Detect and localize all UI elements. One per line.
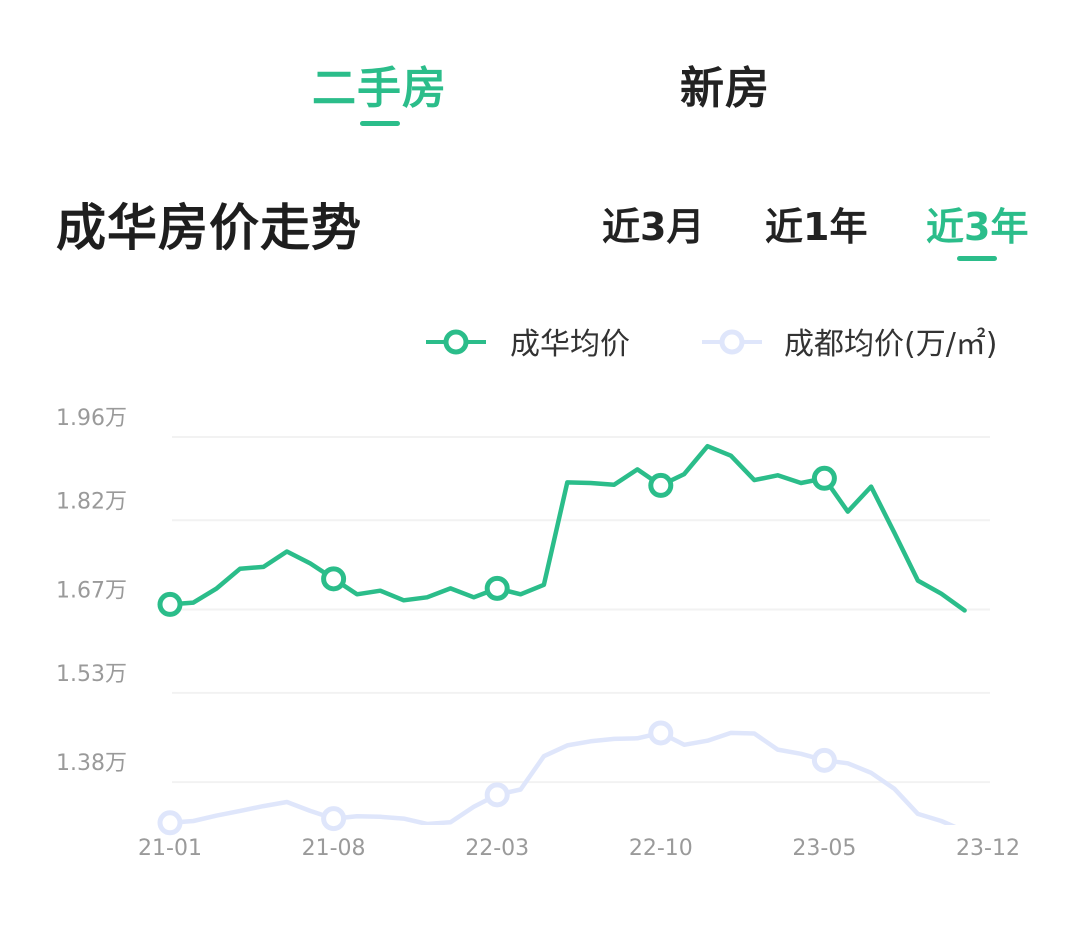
x-axis-ticks: 21-01 21-08 22-03 22-10 23-05 23-12 [138,836,1020,861]
range-tab-3-months[interactable]: 近3月 [602,196,704,251]
data-point-chengdu [157,810,183,836]
data-point-chenghua [484,575,510,601]
range-label: 近3年 [926,205,1029,249]
range-tab-3-years[interactable]: 近3年 [926,196,1029,261]
data-point-chengdu [811,747,837,773]
legend-marker-chenghua [443,329,469,355]
data-point-chenghua [321,566,347,592]
range-label: 近3月 [602,205,705,249]
tab-label: 新房 [680,63,770,114]
x-tick-label: 21-01 [138,836,202,861]
y-tick-label: 1.82万 [56,489,127,514]
legend-label-chenghua: 成华均价 [510,327,630,362]
x-tick-label: 23-12 [956,836,1020,861]
legend-item-chenghua[interactable]: 成华均价 [426,327,630,362]
range-label: 近1年 [765,205,868,249]
y-tick-label: 1.38万 [56,751,127,776]
active-range-indicator [957,256,998,261]
chart-series [157,443,967,836]
x-tick-label: 21-08 [302,836,366,861]
data-point-chenghua [648,472,674,498]
page-title: 成华房价走势 [56,199,362,257]
x-tick-label: 22-03 [465,836,529,861]
chart-grid [172,436,990,784]
range-tab-1-year[interactable]: 近1年 [765,196,867,251]
x-tick-label: 22-10 [629,836,693,861]
data-point-chenghua [811,465,837,491]
legend-marker-chengdu [719,329,745,355]
chart-legend: 成华均价 成都均价(万/㎡) [426,327,998,362]
y-tick-label: 1.53万 [56,662,127,687]
y-tick-label: 1.67万 [56,579,127,604]
x-tick-label: 23-05 [792,836,856,861]
legend-item-chengdu[interactable]: 成都均价(万/㎡) [702,327,998,362]
active-tab-indicator [359,121,400,126]
data-point-chengdu [484,782,510,808]
tab-second-hand-house[interactable]: 二手房 [312,52,447,126]
series-line-chenghua [167,443,967,613]
data-point-chengdu [321,806,347,832]
price-trend-chart: 成华均价 成都均价(万/㎡) 1.96万 1.82万 1.67万 1.53万 1.38万… [56,327,1020,861]
data-point-chenghua [157,591,183,617]
tab-label: 二手房 [312,63,447,114]
legend-label-chengdu: 成都均价(万/㎡) [784,327,998,362]
tab-new-house[interactable]: 新房 [680,52,770,116]
y-tick-label: 1.96万 [56,406,127,431]
y-axis-ticks: 1.96万 1.82万 1.67万 1.53万 1.38万 [56,406,127,776]
data-point-chengdu [648,720,674,746]
